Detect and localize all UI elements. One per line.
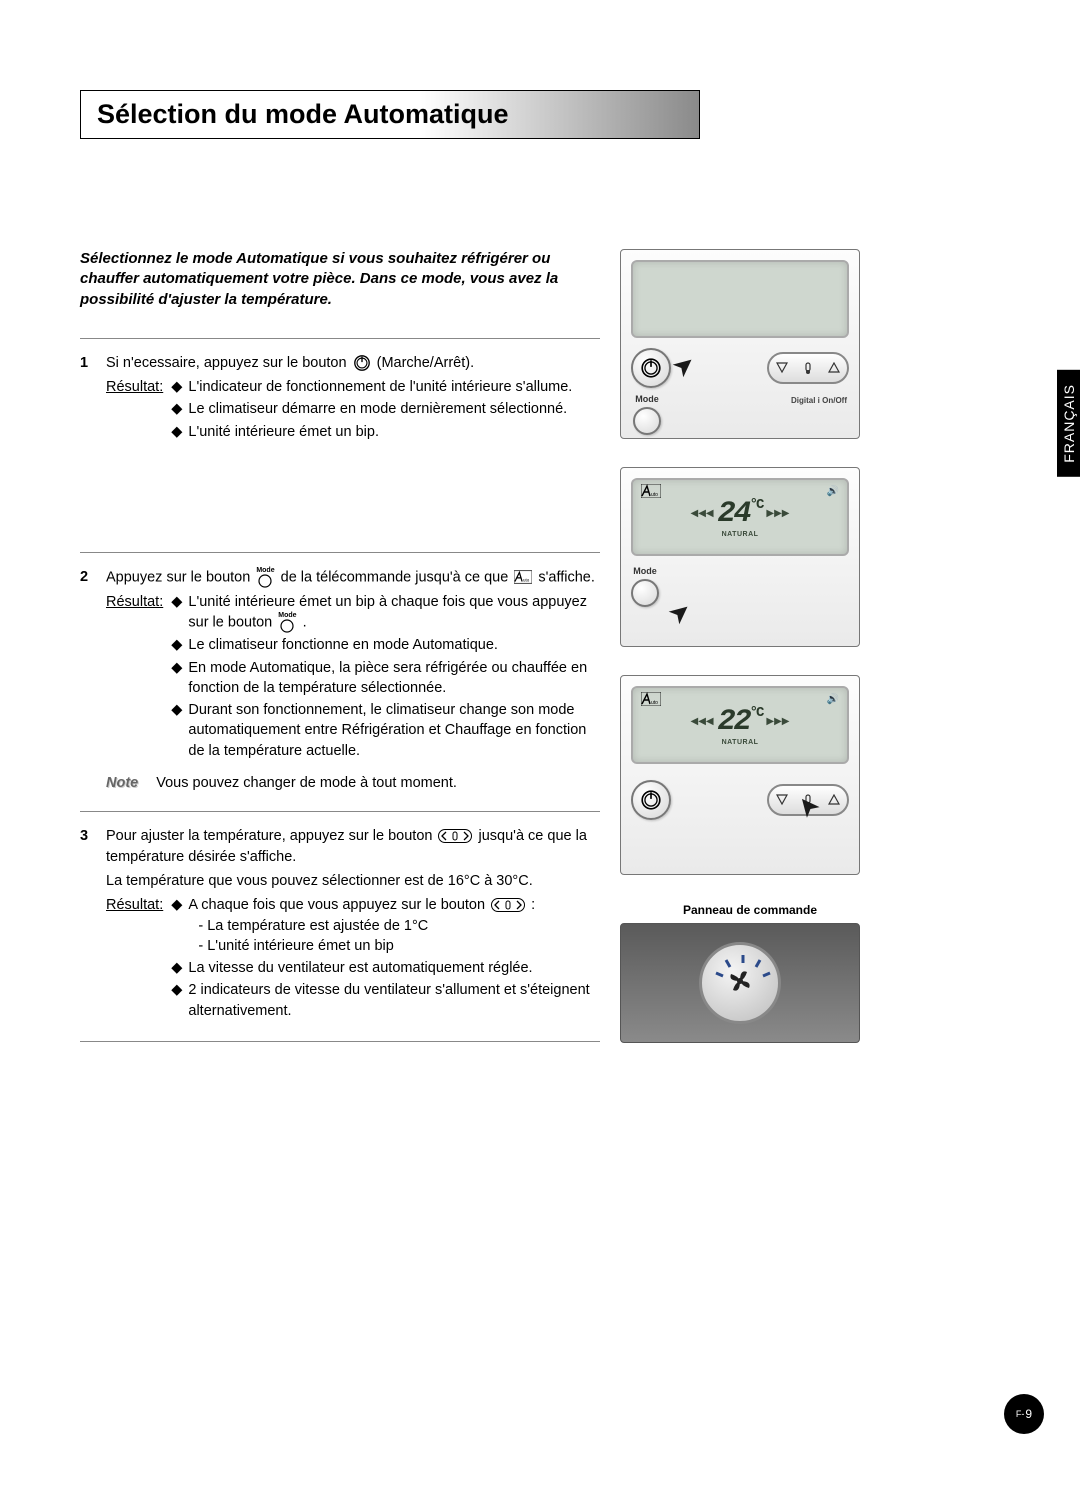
step2-r4: Durant son fonctionnement, le climatiseu…: [188, 700, 600, 761]
power-button[interactable]: [631, 780, 671, 820]
remote-illustration-temp: 🔊 ◀◀◀ 22°C ▶▶▶ NATURAL: [620, 675, 860, 875]
step-1: 1 Si n'ecessaire, appuyez sur le bouton …: [80, 338, 600, 462]
page-title: Sélection du mode Automatique: [97, 99, 683, 130]
auto-icon: [514, 570, 532, 584]
step-number: 3: [80, 826, 94, 1023]
digital-onoff-label: Digital i On/Off: [791, 396, 847, 405]
temp-value: 24: [718, 497, 750, 531]
step2-text-c: s'affiche.: [538, 569, 595, 585]
result-label: Résultat:: [106, 592, 163, 763]
temperature-control-icon: [438, 829, 472, 843]
power-icon: [353, 354, 371, 372]
step1-r1: L'indicateur de fonctionnement de l'unit…: [188, 377, 572, 397]
step3-r1-tail: :: [531, 897, 535, 913]
control-panel-illustration: [620, 923, 860, 1043]
temperature-control-icon: [491, 898, 525, 912]
mode-label: Mode: [635, 394, 659, 404]
step-number: 2: [80, 567, 94, 793]
natural-label: NATURAL: [722, 531, 759, 538]
mode-button[interactable]: [633, 407, 661, 435]
mode-icon: Mode: [278, 612, 296, 633]
note-label: Note: [106, 773, 138, 793]
temp-unit: °C: [750, 497, 763, 513]
natural-label: NATURAL: [722, 739, 759, 746]
language-tab: FRANÇAIS: [1057, 370, 1080, 477]
page-number-prefix: F-: [1016, 1409, 1025, 1419]
temp-value: 22: [718, 705, 750, 739]
page-title-block: Sélection du mode Automatique: [80, 90, 700, 139]
step2-text-b: de la télécommande jusqu'à ce que: [281, 569, 509, 585]
step3-r1a: - La température est ajustée de 1°C: [198, 916, 535, 936]
step-3: 3 Pour ajuster la température, appuyez s…: [80, 811, 600, 1041]
step2-text-a: Appuyez sur le bouton: [106, 569, 250, 585]
step1-r3: L'unité intérieure émet un bip.: [188, 422, 379, 442]
step2-note: Vous pouvez changer de mode à tout momen…: [156, 773, 457, 793]
step3-r3: 2 indicateurs de vitesse du ventilateur …: [188, 980, 600, 1021]
fan-dial[interactable]: [699, 942, 781, 1024]
intro-text: Sélectionnez le mode Automatique si vous…: [80, 249, 600, 310]
illustrations-column: Mode Digital i On/Off ➤ 🔊 ◀◀◀ 24°C: [620, 249, 880, 1071]
panel-caption: Panneau de commande: [620, 903, 880, 917]
power-button[interactable]: [631, 348, 671, 388]
instructions-column: Sélectionnez le mode Automatique si vous…: [80, 249, 600, 1071]
result-label: Résultat:: [106, 895, 163, 1023]
step3-line2: La température que vous pouvez sélection…: [106, 871, 600, 891]
result-label: Résultat:: [106, 377, 163, 444]
page-number-badge: F-9: [1004, 1394, 1044, 1434]
step3-text-a: Pour ajuster la température, appuyez sur…: [106, 828, 432, 844]
temperature-control[interactable]: [767, 352, 849, 384]
mode-icon: Mode: [256, 567, 274, 588]
page-number: 9: [1025, 1407, 1032, 1421]
remote-illustration-mode: 🔊 ◀◀◀ 24°C ▶▶▶ NATURAL Mode: [620, 467, 860, 647]
step1-r2: Le climatiseur démarre en mode dernièrem…: [188, 399, 567, 419]
mode-button[interactable]: [631, 579, 659, 607]
step2-r1: L'unité intérieure émet un bip à chaque …: [188, 594, 587, 631]
step2-r2: Le climatiseur fonctionne en mode Automa…: [188, 635, 498, 655]
mode-label: Mode: [633, 566, 657, 576]
step1-text-b: (Marche/Arrêt).: [377, 355, 475, 371]
step1-text-a: Si n'ecessaire, appuyez sur le bouton: [106, 355, 347, 371]
remote-illustration-power: Mode Digital i On/Off ➤: [620, 249, 860, 439]
temp-unit: °C: [750, 705, 763, 721]
step3-r1-lead: A chaque fois que vous appuyez sur le bo…: [188, 897, 485, 913]
step3-r1b: - L'unité intérieure émet un bip: [198, 936, 535, 956]
step-number: 1: [80, 353, 94, 444]
step2-r3: En mode Automatique, la pièce sera réfri…: [188, 658, 600, 699]
step-2: 2 Appuyez sur le bouton Mode de la téléc…: [80, 552, 600, 811]
step2-r1-tail: .: [303, 615, 307, 631]
step3-r2: La vitesse du ventilateur est automatiqu…: [188, 958, 532, 978]
